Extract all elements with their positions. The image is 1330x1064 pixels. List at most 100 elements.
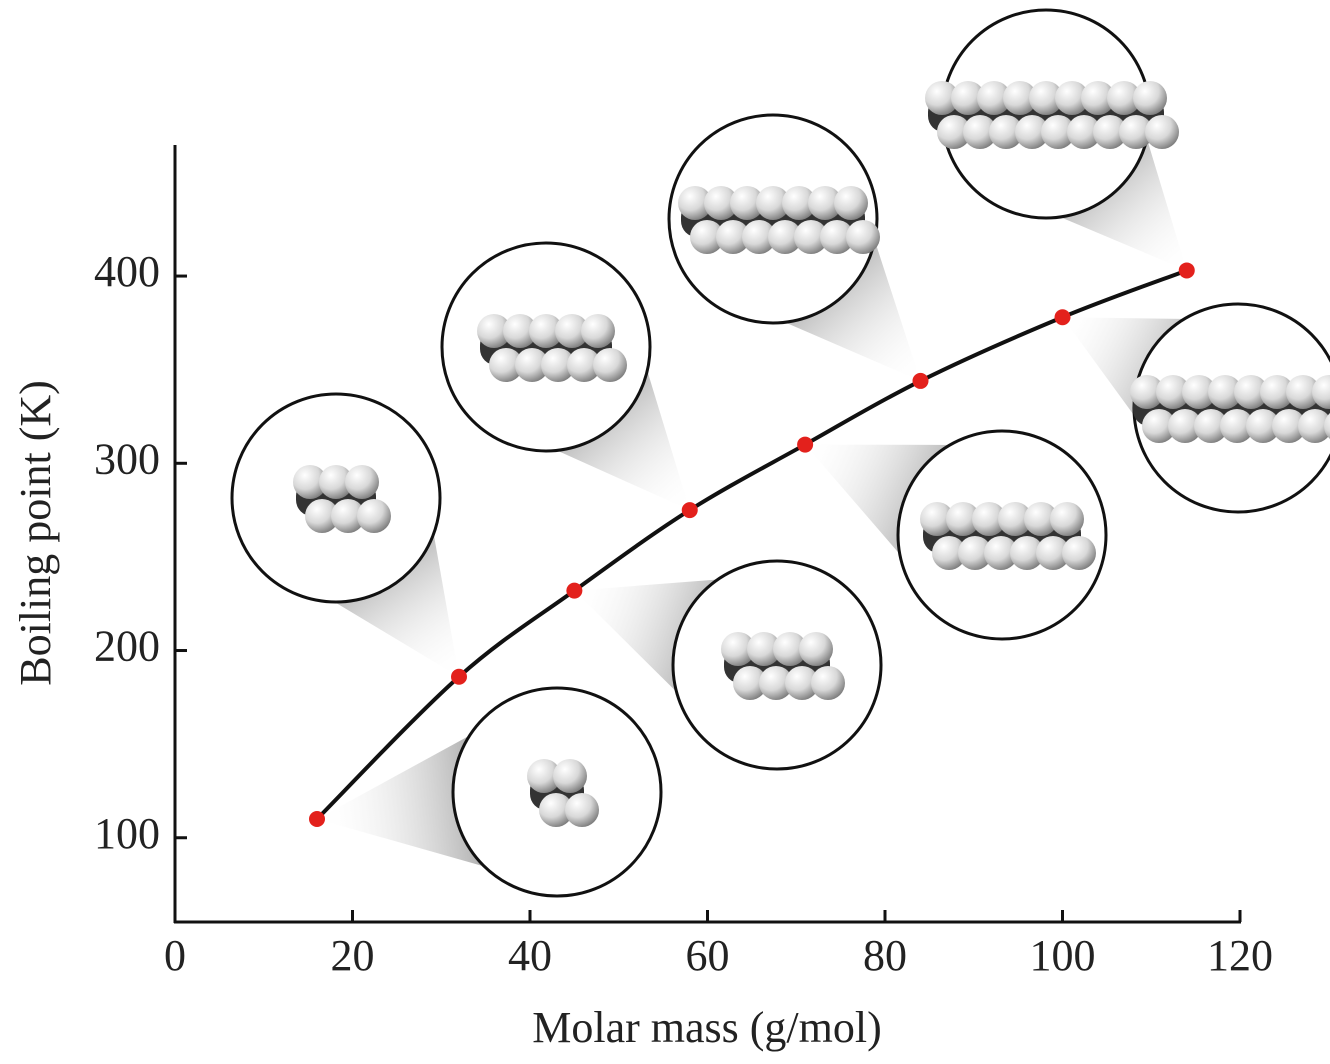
- atom: [937, 115, 971, 149]
- atom: [1246, 409, 1280, 443]
- atom: [1312, 375, 1330, 409]
- atom: [503, 314, 537, 348]
- x-tick-label: 0: [164, 931, 186, 980]
- y-tick-label: 400: [94, 247, 160, 296]
- atom: [742, 220, 776, 254]
- atom: [690, 220, 724, 254]
- atom: [989, 115, 1023, 149]
- atom: [1156, 375, 1190, 409]
- x-tick-label: 60: [686, 931, 730, 980]
- atom: [477, 314, 511, 348]
- data-point: [797, 436, 814, 453]
- atom: [1010, 536, 1044, 570]
- atom: [1003, 81, 1037, 115]
- atom: [721, 632, 755, 666]
- atom: [319, 465, 353, 499]
- atom: [704, 186, 738, 220]
- y-tick-label: 200: [94, 622, 160, 671]
- atom: [293, 465, 327, 499]
- atom: [1260, 375, 1294, 409]
- atom: [773, 632, 807, 666]
- atom: [1286, 375, 1320, 409]
- y-tick-label: 100: [94, 809, 160, 858]
- atom: [1067, 115, 1101, 149]
- atom: [541, 348, 575, 382]
- atom: [958, 536, 992, 570]
- atom: [794, 220, 828, 254]
- atom: [1029, 81, 1063, 115]
- atom: [553, 759, 587, 793]
- atom: [1024, 502, 1058, 536]
- atom: [1220, 409, 1254, 443]
- atom: [1062, 536, 1096, 570]
- atom: [972, 502, 1006, 536]
- x-axis-label: Molar mass (g/mol): [532, 1003, 882, 1052]
- atom: [1168, 409, 1202, 443]
- atom: [1272, 409, 1306, 443]
- atom: [345, 465, 379, 499]
- atom: [932, 536, 966, 570]
- atom: [1130, 375, 1164, 409]
- atom: [756, 186, 790, 220]
- atom: [1145, 115, 1179, 149]
- y-axis-label: Boiling point (K): [11, 380, 60, 686]
- atom: [539, 793, 573, 827]
- atom: [785, 666, 819, 700]
- atom: [1081, 81, 1115, 115]
- atom: [998, 502, 1032, 536]
- illustrations: [230, 8, 1330, 898]
- atom: [782, 186, 816, 220]
- atom: [747, 632, 781, 666]
- data-point: [566, 582, 583, 599]
- x-tick-label: 100: [1030, 931, 1096, 980]
- atom: [984, 536, 1018, 570]
- atom: [799, 632, 833, 666]
- atom: [963, 115, 997, 149]
- atom: [331, 499, 365, 533]
- atom: [1298, 409, 1330, 443]
- atom: [733, 666, 767, 700]
- atom: [567, 348, 601, 382]
- atom: [1208, 375, 1242, 409]
- atom: [1194, 409, 1228, 443]
- atom: [305, 499, 339, 533]
- atom: [1107, 81, 1141, 115]
- data-point: [1054, 309, 1071, 326]
- atom: [768, 220, 802, 254]
- atom: [834, 186, 868, 220]
- data-point: [1178, 262, 1195, 279]
- atom: [1142, 409, 1176, 443]
- atom: [716, 220, 750, 254]
- atom: [1041, 115, 1075, 149]
- data-point: [309, 811, 325, 828]
- atom: [1055, 81, 1089, 115]
- atom: [730, 186, 764, 220]
- atom: [920, 502, 954, 536]
- atom: [1119, 115, 1153, 149]
- atom: [1036, 536, 1070, 570]
- atom: [951, 81, 985, 115]
- atom: [759, 666, 793, 700]
- atom: [529, 314, 563, 348]
- atom: [946, 502, 980, 536]
- atom: [925, 81, 959, 115]
- atom: [846, 220, 880, 254]
- atom: [1015, 115, 1049, 149]
- atom: [820, 220, 854, 254]
- atom: [489, 348, 523, 382]
- atom: [581, 314, 615, 348]
- atom: [1133, 81, 1167, 115]
- atom: [515, 348, 549, 382]
- atom: [1182, 375, 1216, 409]
- data-point: [681, 502, 698, 519]
- x-tick-label: 80: [863, 931, 907, 980]
- x-tick-label: 40: [508, 931, 552, 980]
- atom: [1324, 413, 1330, 439]
- atom: [811, 666, 845, 700]
- x-tick-label: 120: [1207, 931, 1273, 980]
- atom: [593, 348, 627, 382]
- atom: [565, 793, 599, 827]
- atom: [1093, 115, 1127, 149]
- atom: [357, 499, 391, 533]
